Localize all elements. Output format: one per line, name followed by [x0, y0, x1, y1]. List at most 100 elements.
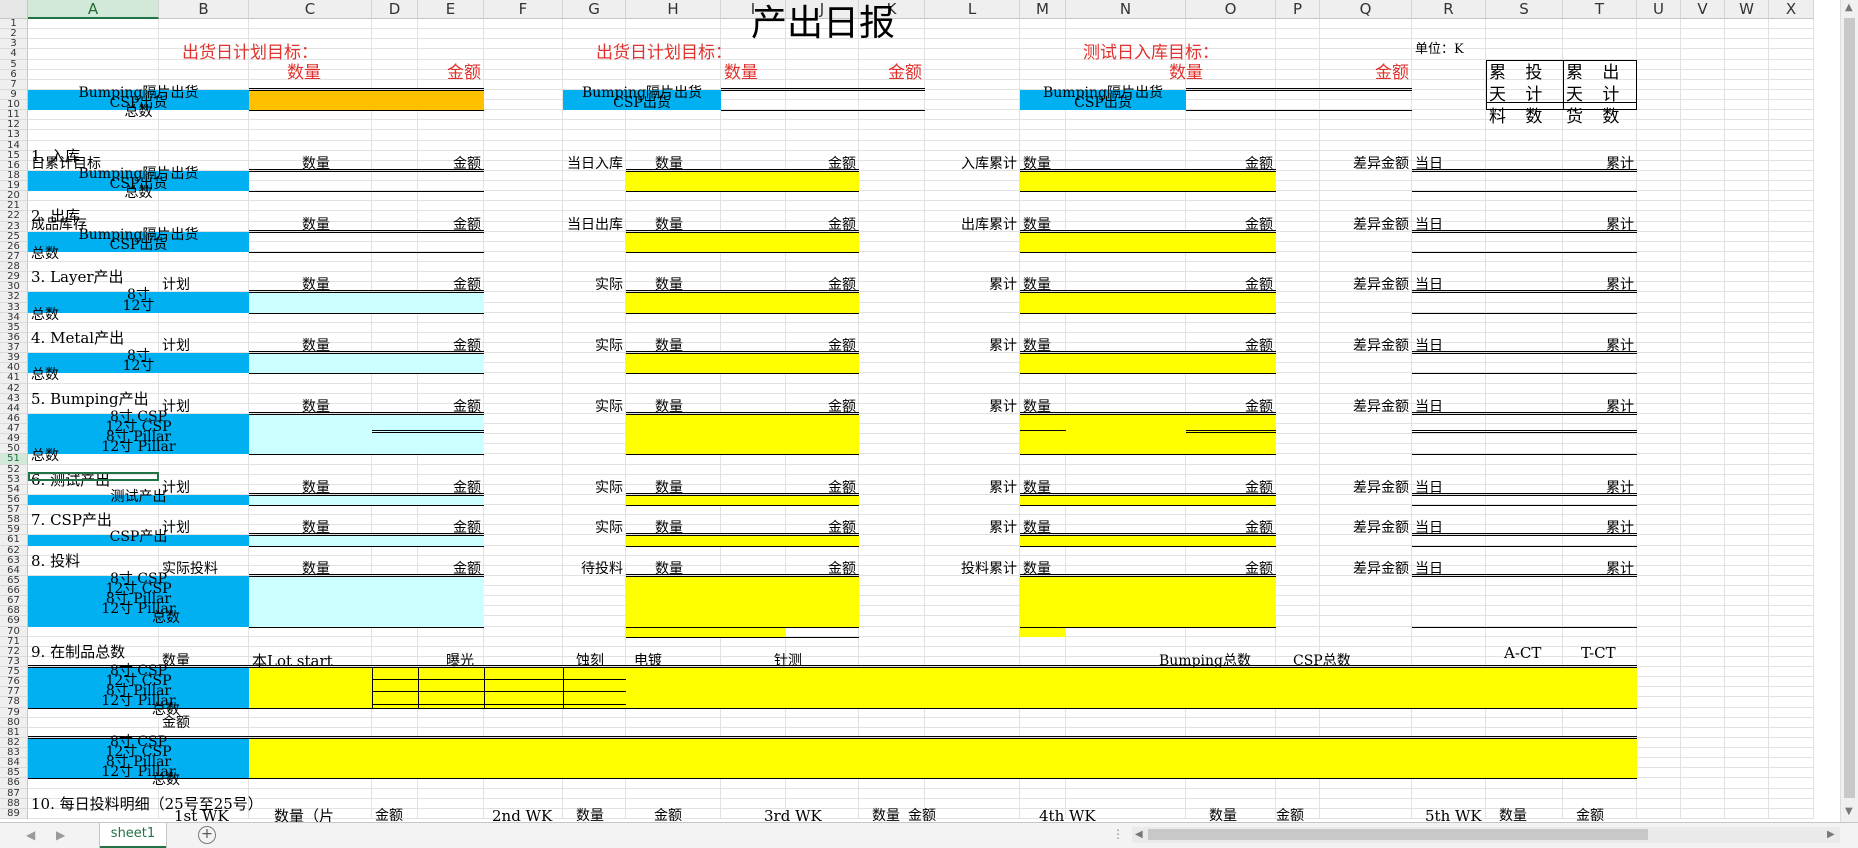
row-header-53[interactable]: 53	[0, 474, 28, 485]
cell-text[interactable]: 实际	[595, 277, 623, 294]
cell-text[interactable]: Bumping总数	[1159, 652, 1251, 669]
cell-text[interactable]: 当日	[1415, 560, 1443, 577]
next-sheet-icon[interactable]: ▶	[56, 828, 66, 842]
row-header-22[interactable]: 22	[0, 211, 28, 222]
cell-text[interactable]: 1st WK	[174, 806, 229, 825]
cell-text[interactable]: 金额	[828, 277, 856, 294]
cell-text[interactable]: 入库累计	[961, 155, 1017, 172]
cell-text[interactable]: 累计	[1606, 398, 1634, 415]
plan-title-2[interactable]: 出货日计划目标：	[596, 43, 732, 64]
cell-text[interactable]: 12寸	[122, 358, 155, 375]
cell-text[interactable]: 金额	[828, 560, 856, 577]
row-header-67[interactable]: 67	[0, 596, 28, 607]
cell-text[interactable]: 数量	[1023, 520, 1051, 537]
cell-text[interactable]: 金额	[654, 807, 682, 824]
cell-text[interactable]: 数量	[655, 216, 683, 233]
cell-text[interactable]: Bumping隔片出货	[582, 84, 702, 101]
column-header-k[interactable]: K	[859, 0, 925, 19]
cell-text[interactable]: 数量	[655, 155, 683, 172]
column-header-a[interactable]: A	[28, 0, 159, 19]
cell-text[interactable]: 金额	[453, 155, 481, 172]
cell-text[interactable]: 日累计目标	[31, 155, 101, 172]
cell-text[interactable]: 差异金额	[1353, 338, 1409, 355]
row-header-11[interactable]: 11	[0, 110, 28, 121]
cell-text[interactable]: 4th WK	[1039, 806, 1096, 825]
scroll-up-icon[interactable]: ▲	[1845, 2, 1853, 13]
cell-text[interactable]: 累计	[989, 520, 1017, 537]
cell-text[interactable]: 计划	[162, 398, 190, 415]
cell-text[interactable]: 金额	[908, 807, 936, 824]
row-header-29[interactable]: 29	[0, 272, 28, 283]
cell-text[interactable]: 金额	[453, 277, 481, 294]
column-header-b[interactable]: B	[159, 0, 249, 19]
column-header-l[interactable]: L	[925, 0, 1020, 19]
cell-text[interactable]: 数量	[1023, 338, 1051, 355]
cell-text[interactable]: 当日入库	[567, 155, 623, 172]
row-header-61[interactable]: 61	[0, 535, 28, 546]
cell-text[interactable]: 当日	[1415, 155, 1443, 172]
cell-text[interactable]: 累计	[1606, 560, 1634, 577]
unit-label[interactable]: 单位：K	[1415, 42, 1464, 58]
section-3-title[interactable]: 3. Layer产出	[31, 268, 124, 287]
cell-text[interactable]: 差异金额	[1353, 520, 1409, 537]
row-header-84[interactable]: 84	[0, 758, 28, 769]
cell-text[interactable]: 数量	[1169, 62, 1203, 83]
cell-text[interactable]: 实际	[595, 479, 623, 496]
column-header-e[interactable]: E	[418, 0, 484, 19]
cell-text[interactable]: 数量	[655, 338, 683, 355]
row-header-51[interactable]: 51	[0, 454, 28, 465]
cell-text[interactable]: 金额	[1276, 807, 1304, 824]
cell-text[interactable]: CSP出货	[109, 95, 168, 111]
cell-text[interactable]: 数量	[655, 398, 683, 415]
row-header-71[interactable]: 71	[0, 636, 28, 647]
cell-text[interactable]: 金额	[453, 398, 481, 415]
cell-text[interactable]: 累计	[989, 338, 1017, 355]
cell-text[interactable]: 金额	[453, 479, 481, 496]
row-header-64[interactable]: 64	[0, 565, 28, 576]
column-header-o[interactable]: O	[1186, 0, 1276, 19]
cell-text[interactable]: 12寸 CSP	[105, 581, 172, 598]
cell-text[interactable]: 数量	[576, 807, 604, 824]
cell-text[interactable]: 当日	[1415, 479, 1443, 496]
cell-text[interactable]: 金额	[1245, 520, 1273, 537]
cell-text[interactable]: 总数	[124, 104, 153, 121]
column-header-c[interactable]: C	[249, 0, 372, 19]
cell-text[interactable]: 针测	[774, 652, 802, 669]
cell-text[interactable]: 累计	[989, 479, 1017, 496]
cell-text[interactable]: 曝光	[446, 652, 474, 669]
cell-text[interactable]: 差异金额	[1353, 216, 1409, 233]
cell-text[interactable]: 数量	[302, 560, 330, 577]
cell-text[interactable]: 数量	[302, 520, 330, 537]
cell-text[interactable]: 总数	[31, 245, 59, 262]
row-header-82[interactable]: 82	[0, 737, 28, 749]
column-header-s[interactable]: S	[1486, 0, 1563, 19]
cell-text[interactable]: 金额	[828, 338, 856, 355]
row-header-30[interactable]: 30	[0, 282, 28, 293]
cell-text[interactable]: 金额	[828, 216, 856, 233]
cell-text[interactable]: 数量	[162, 652, 190, 669]
cell-text[interactable]: 计划	[162, 520, 190, 537]
row-header-44[interactable]: 44	[0, 403, 28, 414]
cell-text[interactable]: 总数	[124, 185, 153, 202]
row-header-36[interactable]: 36	[0, 332, 28, 344]
section-4-title[interactable]: 4. Metal产出	[31, 328, 125, 347]
section-5-title[interactable]: 5. Bumping产出	[31, 389, 149, 408]
row-header-81[interactable]: 81	[0, 727, 28, 738]
section-8-title[interactable]: 8. 投料	[31, 551, 81, 570]
column-header-w[interactable]: W	[1725, 0, 1769, 19]
cell-text[interactable]: 12寸	[122, 297, 155, 314]
column-header-p[interactable]: P	[1276, 0, 1320, 19]
column-header-t[interactable]: T	[1563, 0, 1637, 19]
cell-text[interactable]: 金额	[1245, 216, 1273, 233]
cell-text[interactable]: 累计	[1606, 277, 1634, 294]
row-header-56[interactable]: 56	[0, 494, 28, 506]
cell-text[interactable]: 8寸 Pillar	[105, 754, 172, 771]
cell-text[interactable]: 8寸 Pillar	[105, 591, 172, 608]
cum-feed-days[interactable]: 累 投 天 计 料 数	[1489, 62, 1550, 127]
column-header-d[interactable]: D	[372, 0, 418, 19]
cell-text[interactable]: Bumping隔片出货	[78, 165, 199, 182]
cell-text[interactable]: A-CT	[1504, 643, 1542, 662]
column-header-x[interactable]: X	[1769, 0, 1814, 19]
plan-title-3[interactable]: 测试日入库目标：	[1083, 43, 1219, 64]
cell-text[interactable]: 数量	[302, 398, 330, 415]
